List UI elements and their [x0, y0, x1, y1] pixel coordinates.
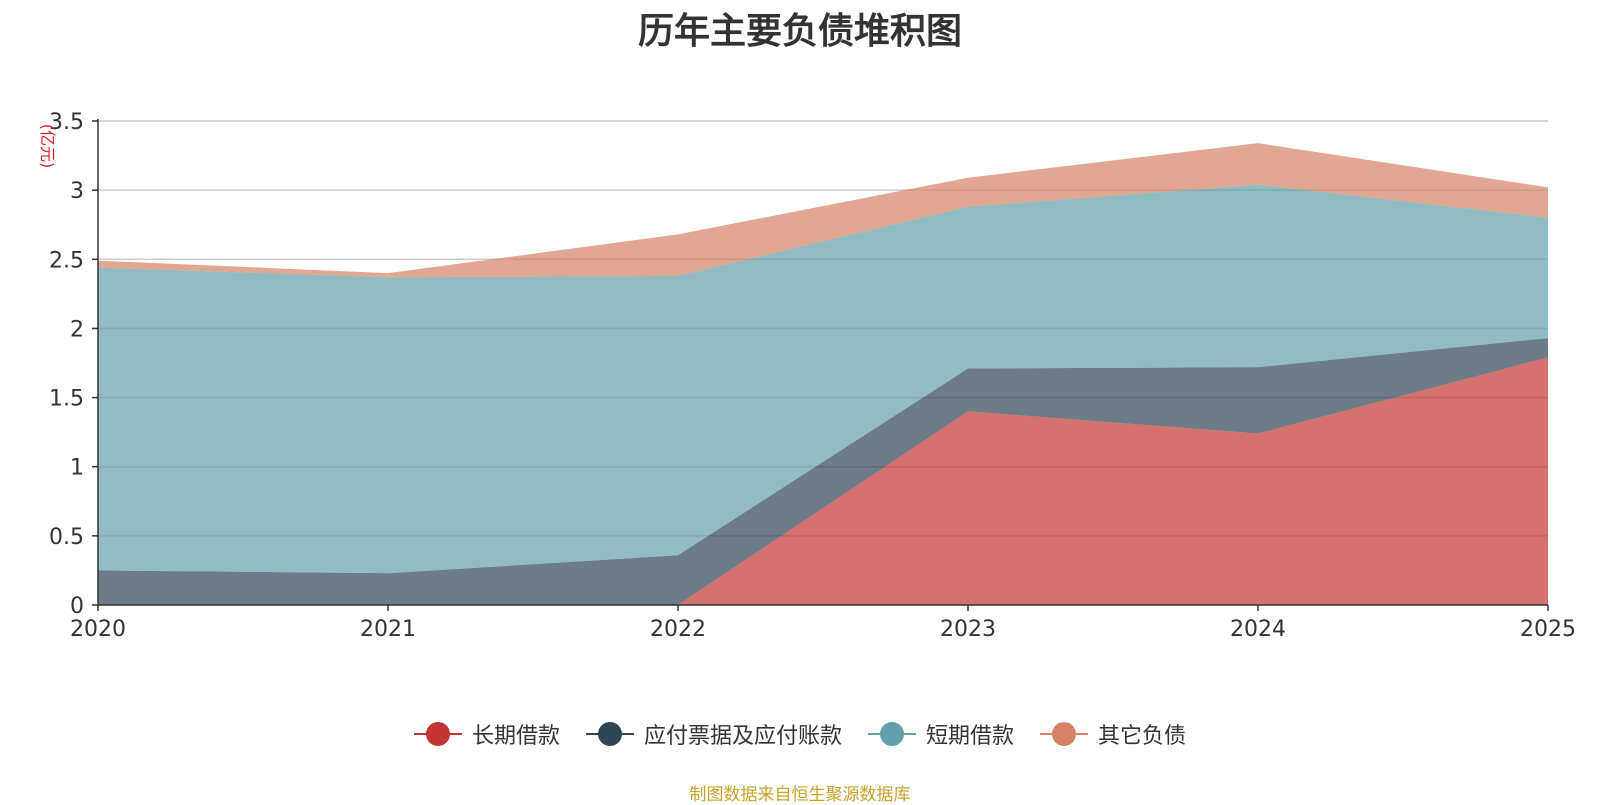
- chart-title: 历年主要负债堆积图: [637, 11, 962, 52]
- y-tick-label: 0: [70, 594, 84, 619]
- legend-item[interactable]: 其它负债: [1040, 718, 1186, 750]
- area-series-0: [98, 357, 1548, 605]
- x-tick-label: 2020: [70, 617, 126, 642]
- legend-label: 长期借款: [471, 724, 560, 749]
- y-tick-label: 1.5: [49, 387, 84, 412]
- area-layer: [98, 143, 1548, 605]
- source-note: 制图数据来自恒生聚源数据库: [689, 785, 911, 805]
- legend: 长期借款 应付票据及应付账款 短期借款 其它负债: [0, 718, 1600, 750]
- y-tick-label: 3: [70, 179, 84, 204]
- y-tick-label: 0.5: [49, 525, 84, 550]
- legend-marker-icon: [585, 721, 634, 747]
- x-tick-label: 2025: [1520, 617, 1576, 642]
- area-series-2: [98, 184, 1548, 574]
- y-tick-label: 1: [70, 456, 84, 481]
- area-series-1: [98, 338, 1548, 605]
- legend-label: 其它负债: [1098, 724, 1187, 749]
- legend-marker-icon: [868, 721, 916, 747]
- legend-item[interactable]: 应付票据及应付账款: [585, 718, 842, 750]
- x-tick-label: 2024: [1230, 617, 1286, 642]
- legend-label: 短期借款: [926, 724, 1015, 749]
- axes: 0 0.5 1 1.5 2 2.5 3 3.5 2020 2021 2022 2023 2024 2025: [49, 110, 1576, 642]
- y-tick-label: 2.5: [49, 248, 84, 273]
- y-unit-label: (亿元): [38, 124, 57, 169]
- legend-label: 应付票据及应付账款: [643, 724, 842, 749]
- legend-item[interactable]: 长期借款: [413, 718, 560, 750]
- x-tick-label: 2021: [360, 617, 416, 642]
- x-tick-label: 2022: [650, 617, 706, 642]
- legend-item[interactable]: 短期借款: [868, 718, 1014, 750]
- area-series-3: [98, 143, 1548, 278]
- y-tick-label: 3.5: [49, 110, 84, 135]
- y-tick-label: 2: [70, 317, 84, 342]
- legend-marker-icon: [1040, 721, 1089, 747]
- x-tick-label: 2023: [940, 617, 996, 642]
- legend-marker-icon: [413, 721, 462, 747]
